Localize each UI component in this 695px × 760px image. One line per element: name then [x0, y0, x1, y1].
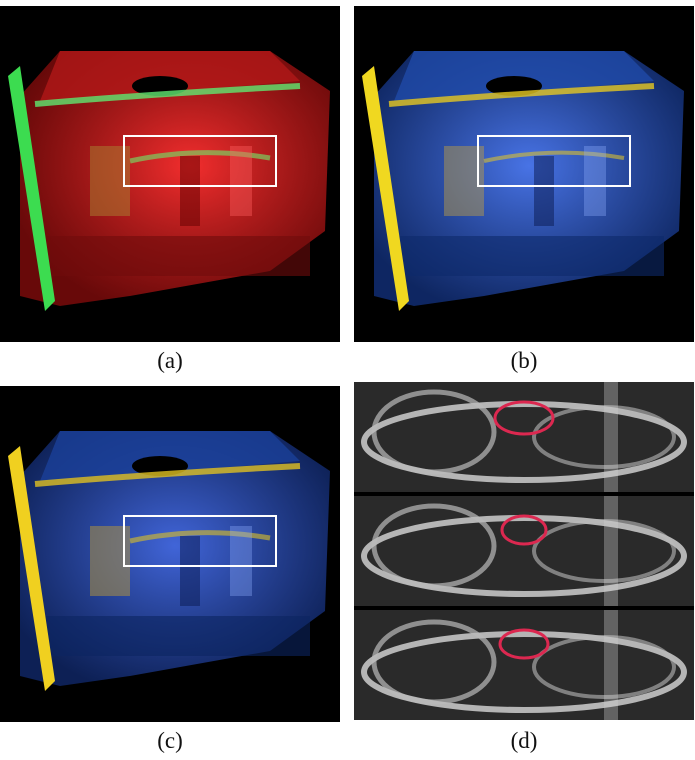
slice-3 — [354, 610, 694, 720]
caption-b: (b) — [510, 348, 538, 373]
panel-c-volume-render — [0, 386, 340, 722]
panel-d-slices — [354, 382, 694, 720]
ellipse-marker-3 — [498, 628, 550, 660]
slice-2 — [354, 496, 694, 606]
ellipse-marker-2 — [500, 514, 548, 546]
panel-d-image — [354, 382, 694, 720]
highlight-box-a — [123, 135, 277, 187]
panel-c-image — [8, 431, 330, 691]
highlight-box-b — [477, 135, 631, 187]
slice-1 — [354, 382, 694, 492]
panel-a-image — [8, 51, 330, 311]
panel-b-volume-render — [354, 6, 694, 342]
caption-a: (a) — [157, 348, 183, 373]
caption-d: (d) — [510, 728, 538, 753]
panel-a-volume-render — [0, 6, 340, 342]
ellipse-marker-1 — [493, 400, 555, 436]
caption-c: (c) — [157, 728, 183, 753]
highlight-box-c — [123, 515, 277, 567]
panel-b-image — [362, 51, 684, 311]
